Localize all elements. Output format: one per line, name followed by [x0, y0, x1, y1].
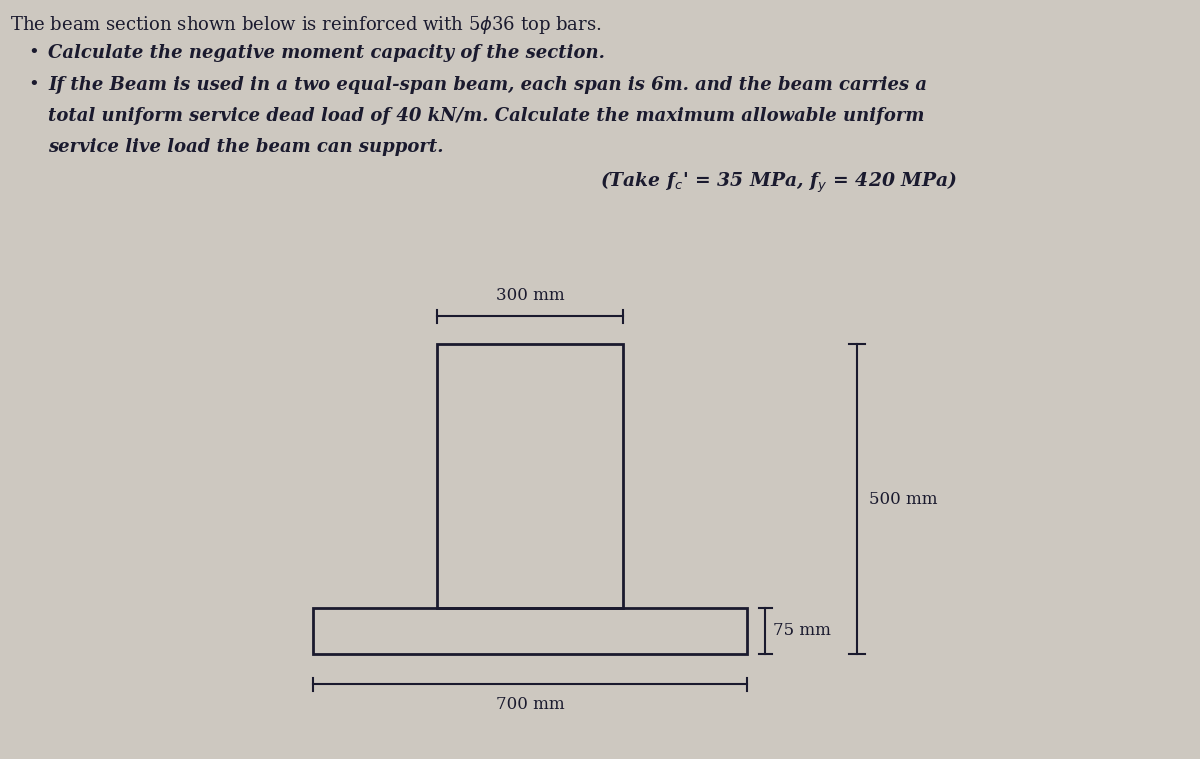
Text: 75 mm: 75 mm	[773, 622, 830, 639]
Text: 500 mm: 500 mm	[869, 490, 937, 508]
Text: •: •	[28, 76, 38, 94]
Text: •: •	[28, 44, 38, 62]
Bar	[437, 344, 623, 607]
Bar	[313, 607, 746, 654]
Text: 700 mm: 700 mm	[496, 696, 564, 713]
Text: total uniform service dead load of 40 kN/m. Calculate the maximum allowable unif: total uniform service dead load of 40 kN…	[48, 107, 924, 125]
Text: 300 mm: 300 mm	[496, 288, 564, 304]
Text: Calculate the negative moment capacity of the section.: Calculate the negative moment capacity o…	[48, 44, 605, 62]
Text: If the Beam is used in a two equal-span beam, each span is 6m. and the beam carr: If the Beam is used in a two equal-span …	[48, 76, 928, 94]
Text: service live load the beam can support.: service live load the beam can support.	[48, 138, 444, 156]
Text: (Take f$_c$' = 35 MPa, f$_y$ = 420 MPa): (Take f$_c$' = 35 MPa, f$_y$ = 420 MPa)	[600, 169, 958, 194]
Text: The beam section shown below is reinforced with 5$\phi$36 top bars.: The beam section shown below is reinforc…	[10, 14, 601, 36]
